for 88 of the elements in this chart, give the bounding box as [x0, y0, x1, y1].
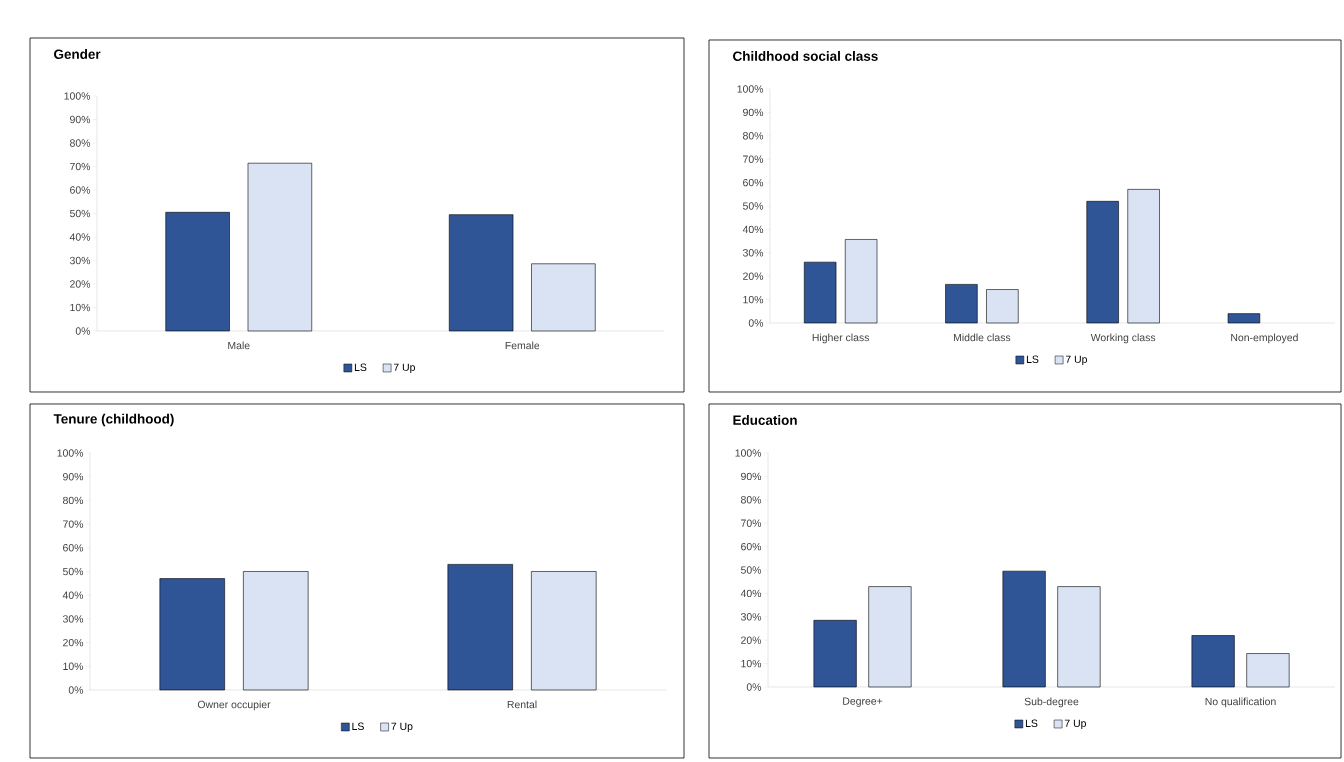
bar: [1191, 635, 1235, 688]
y-tick-label: 80%: [63, 496, 84, 505]
chart-title: Gender: [54, 49, 101, 59]
legend-label: LS: [1026, 355, 1039, 363]
legend-label: 7 Up: [1065, 355, 1088, 366]
bar: [868, 586, 912, 688]
y-tick-label: 100%: [57, 449, 84, 457]
y-tick-label: 60%: [743, 178, 764, 187]
x-tick-label: Degree+: [843, 697, 883, 707]
bar: [247, 162, 313, 332]
y-tick-label: 40%: [740, 589, 762, 598]
y-tick-label: 0%: [75, 327, 91, 335]
chart-title: Childhood social class: [733, 51, 878, 61]
x-tick-label: Middle class: [953, 333, 1011, 342]
y-tick-label: 30%: [740, 613, 762, 621]
bar: [448, 214, 514, 332]
y-tick-label: 50%: [740, 566, 762, 574]
y-tick-label: 100%: [64, 92, 91, 100]
y-tick-label: 30%: [69, 256, 91, 265]
y-tick-label: 10%: [63, 662, 84, 671]
y-tick-label: 80%: [743, 132, 764, 140]
y-tick-label: 40%: [62, 591, 84, 599]
legend-label: LS: [1025, 719, 1038, 728]
x-tick-label: Sub-degree: [1024, 697, 1079, 708]
bar: [531, 263, 596, 332]
y-tick-label: 10%: [743, 295, 764, 304]
bar: [844, 239, 878, 324]
y-tick-label: 90%: [741, 472, 762, 481]
y-tick-label: 0%: [748, 319, 764, 327]
y-tick-label: 20%: [741, 636, 762, 644]
y-tick-label: 50%: [69, 209, 91, 218]
bar: [945, 284, 978, 324]
y-tick-label: 10%: [70, 303, 91, 312]
legend-label: LS: [354, 363, 367, 371]
y-tick-label: 80%: [741, 496, 762, 504]
y-tick-label: 90%: [70, 115, 91, 124]
y-tick-label: 80%: [70, 139, 91, 147]
bar: [1057, 586, 1101, 688]
bar: [1246, 653, 1290, 688]
y-tick-label: 0%: [746, 683, 762, 691]
legend-label: 7 Up: [1064, 719, 1087, 730]
bar: [159, 578, 225, 691]
y-tick-label: 40%: [742, 225, 764, 234]
y-tick-label: 40%: [69, 233, 91, 241]
y-tick-label: 90%: [63, 473, 84, 481]
y-tick-label: 70%: [63, 520, 84, 528]
x-tick-label: No qualification: [1205, 697, 1276, 708]
bar: [803, 261, 837, 324]
y-tick-label: 70%: [741, 519, 762, 527]
y-tick-label: 60%: [70, 186, 91, 194]
y-tick-label: 20%: [743, 272, 764, 280]
legend-label: LS: [352, 722, 364, 731]
bar: [1127, 189, 1160, 324]
bar: [447, 564, 513, 691]
y-tick-label: 100%: [737, 85, 764, 93]
y-tick-label: 30%: [62, 615, 84, 623]
bar: [243, 571, 309, 691]
x-tick-label: Rental: [507, 700, 537, 709]
legend-label: 7 Up: [393, 363, 415, 373]
x-tick-label: Female: [505, 341, 540, 350]
y-tick-label: 0%: [68, 686, 84, 694]
bar: [165, 212, 230, 332]
bar: [986, 289, 1019, 324]
y-tick-label: 70%: [70, 162, 91, 171]
y-tick-label: 20%: [70, 280, 91, 288]
chart-title: Tenure (childhood): [53, 413, 174, 427]
y-tick-label: 30%: [742, 249, 764, 257]
y-tick-label: 60%: [741, 542, 762, 551]
x-tick-label: Non-employed: [1231, 333, 1298, 344]
y-tick-label: 20%: [63, 638, 84, 647]
x-tick-label: Owner occupier: [197, 700, 271, 711]
y-tick-label: 100%: [735, 449, 762, 457]
y-tick-label: 60%: [63, 544, 84, 552]
y-tick-label: 50%: [742, 202, 764, 210]
y-tick-label: 70%: [743, 155, 764, 163]
bar: [1086, 201, 1119, 324]
bar: [531, 571, 597, 691]
bar: [1002, 570, 1046, 688]
legend-label: 7 Up: [391, 722, 413, 733]
y-tick-label: 90%: [743, 108, 764, 117]
x-tick-label: Working class: [1090, 333, 1156, 344]
y-tick-label: 50%: [62, 567, 84, 576]
x-tick-label: Higher class: [812, 333, 870, 344]
bar: [1227, 313, 1261, 324]
x-tick-label: Male: [228, 341, 250, 350]
bar: [813, 620, 857, 688]
y-tick-label: 10%: [741, 659, 762, 668]
chart-title: Education: [733, 415, 797, 425]
